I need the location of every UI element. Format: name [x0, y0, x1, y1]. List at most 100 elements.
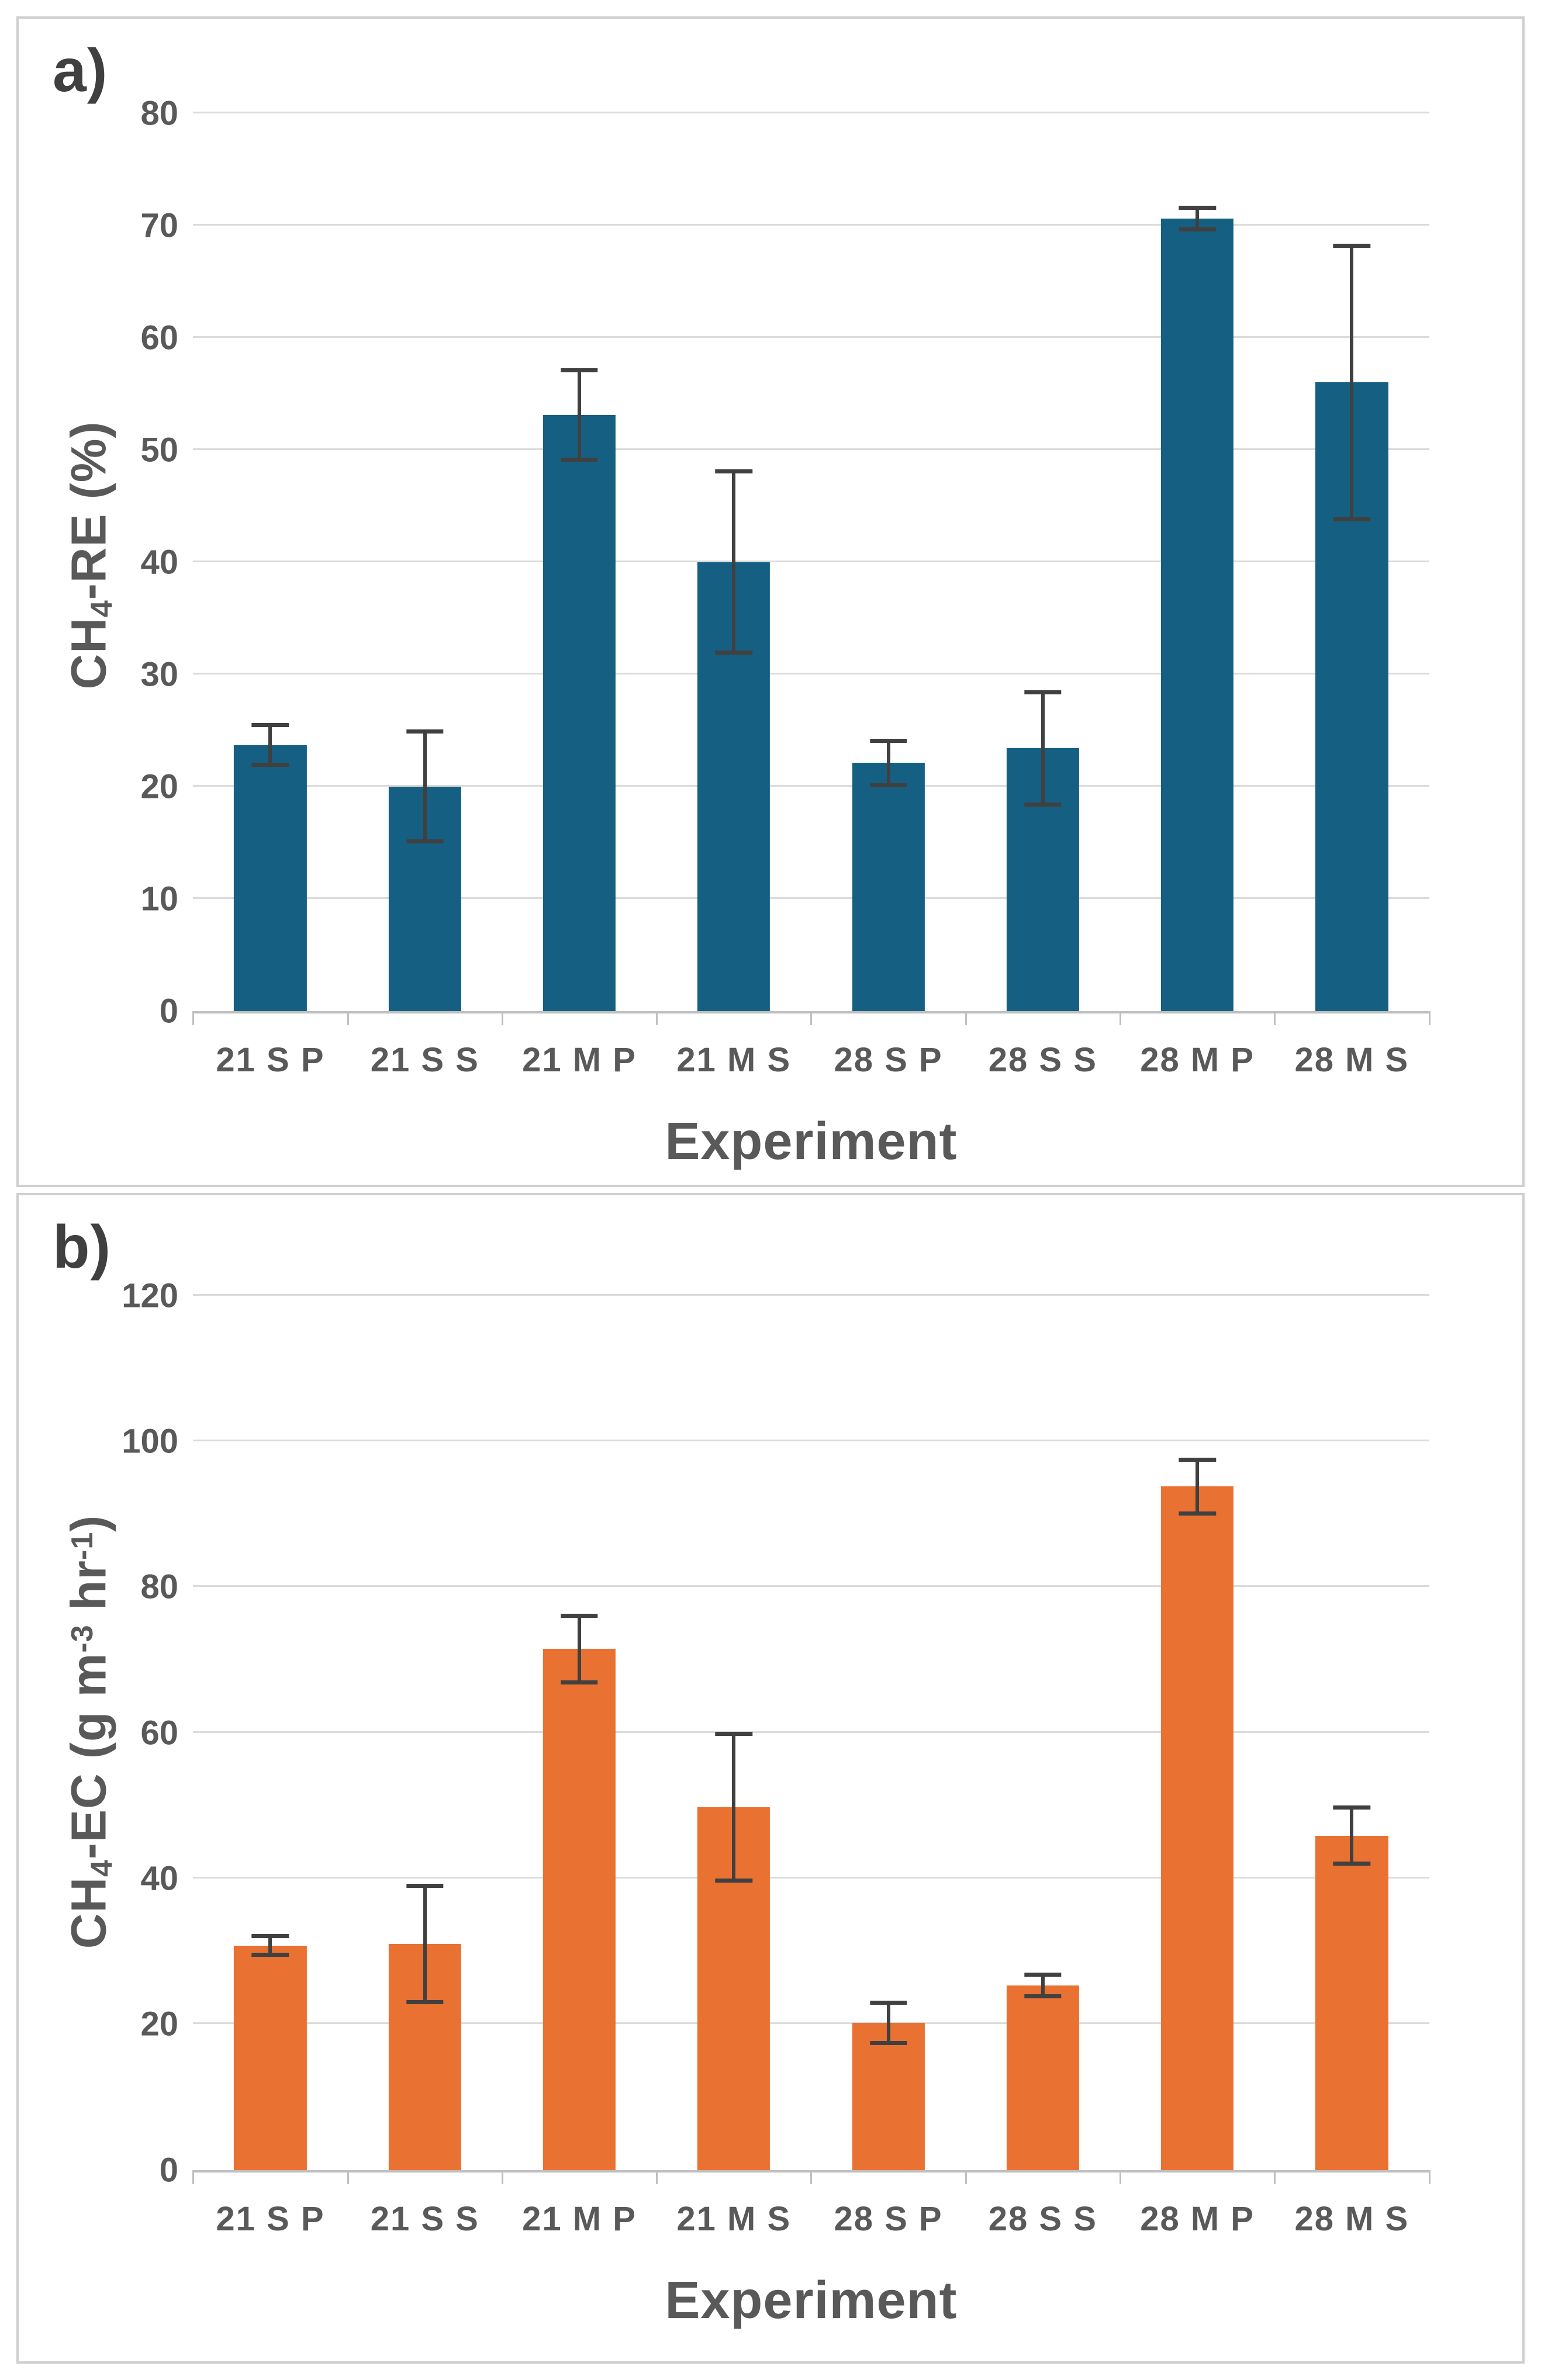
error-bar-21-s-s [423, 734, 427, 839]
category-slot-21-m-p [502, 113, 657, 1011]
x-tick-mark [501, 2170, 503, 2184]
error-bar-21-m-p [578, 1617, 581, 1680]
bar-21-m-p [543, 1649, 616, 2170]
x-category-label-28-s-s: 28 S S [988, 2199, 1097, 2238]
x-category-label-21-m-s: 21 M S [676, 2199, 792, 2238]
panel-b-x-axis-title: Experiment [665, 2271, 958, 2330]
panel-a-plot-area: Experiment 0 10 20 30 40 50 60 70 80 21 S P 21 S S… [140, 94, 1431, 1171]
x-tick-mark [1274, 1011, 1276, 1025]
category-slot-21-s-p [193, 113, 347, 1011]
x-tick-mark [347, 1011, 349, 1025]
y-tick-label-10: 10 [140, 880, 178, 918]
error-bar-28-s-p [886, 2004, 890, 2042]
x-tick-mark [1428, 1011, 1431, 1025]
panel-a: a) CH4-RE (%) Experiment 0 10 20 30 40 50 60 70… [16, 16, 1525, 1187]
category-slot-28-s-p [811, 1296, 965, 2170]
x-tick-mark [810, 2170, 813, 2184]
y-tick-label-80: 80 [140, 94, 178, 133]
error-bar-21-s-s [423, 1888, 427, 2001]
y-tick-label-60: 60 [140, 1714, 178, 1752]
gridline-40 [193, 560, 1429, 562]
bar-21-s-p [234, 745, 307, 1011]
x-tick-mark [1274, 2170, 1276, 2184]
x-category-label-21-s-s: 21 S S [370, 2199, 479, 2238]
bar-21-m-p [543, 415, 616, 1011]
y-tick-label-50: 50 [140, 431, 178, 469]
error-bar-21-m-s [732, 1735, 736, 1879]
x-category-label-21-m-p: 21 M P [522, 1040, 637, 1079]
error-cap-upper-21-m-s [715, 1731, 752, 1736]
x-category-label-28-m-s: 28 M S [1294, 2199, 1409, 2238]
error-cap-upper-28-m-p [1179, 205, 1216, 210]
panel-b: b) CH4-EC (g m-3 hr-1) Experiment 0 20 40 6… [16, 1193, 1525, 2364]
error-cap-lower-28-m-p [1179, 227, 1216, 232]
y-tick-label-40: 40 [140, 543, 178, 582]
error-bar-21-m-p [578, 372, 581, 458]
x-category-label-28-s-p: 28 S P [834, 2199, 943, 2238]
category-slot-28-s-s [966, 1296, 1120, 2170]
error-cap-lower-21-s-s [406, 2000, 444, 2005]
error-cap-lower-21-m-p [561, 458, 598, 462]
error-bar-28-m-s [1350, 248, 1354, 517]
error-cap-lower-21-m-s [715, 1879, 752, 1883]
error-bar-21-s-p [268, 1938, 272, 1953]
x-category-label-28-m-p: 28 M P [1140, 1040, 1255, 1079]
category-slot-21-s-s [348, 113, 502, 1011]
x-tick-mark [192, 2170, 195, 2184]
gridline-120 [193, 1293, 1429, 1296]
bar-21-s-p [234, 1945, 307, 2170]
error-cap-lower-21-s-p [251, 763, 289, 767]
panel-b-plot-area: Experiment 0 20 40 60 80 100 120 21 S P 21 S S 21… [122, 1277, 1431, 2330]
y-tick-label-120: 120 [122, 1277, 178, 1315]
x-tick-mark [347, 2170, 349, 2184]
gridline-60 [193, 335, 1429, 338]
gridline-50 [193, 448, 1429, 450]
category-slot-28-m-s [1274, 113, 1429, 1011]
panel-a-label: a) [53, 37, 108, 105]
panel-b-y-axis-title: CH4-EC (g m-3 hr-1) [61, 1514, 119, 1949]
x-tick-mark [965, 2170, 967, 2184]
x-category-label-21-m-s: 21 M S [676, 1040, 792, 1079]
error-cap-upper-21-s-p [251, 1934, 289, 1939]
gridline-80 [193, 111, 1429, 113]
x-category-label-21-m-p: 21 M P [522, 2199, 637, 2238]
category-slot-28-m-p [1120, 113, 1274, 1011]
error-bar-28-s-p [886, 742, 890, 783]
bar-28-m-p [1160, 219, 1234, 1011]
x-tick-mark [965, 1011, 967, 1025]
x-tick-mark [656, 1011, 658, 1025]
error-cap-lower-28-s-s [1024, 1994, 1062, 1999]
gridline-80 [193, 1585, 1429, 1587]
error-cap-lower-28-s-p [869, 2041, 907, 2046]
error-cap-upper-28-s-s [1024, 690, 1062, 695]
gridline-20 [193, 784, 1429, 787]
error-cap-lower-28-m-s [1333, 1862, 1371, 1866]
panel-b-label: b) [53, 1213, 112, 1281]
y-tick-label-80: 80 [140, 1568, 178, 1606]
x-category-label-28-s-s: 28 S S [988, 1040, 1097, 1079]
y-tick-label-0: 0 [159, 992, 178, 1030]
error-bar-21-s-p [268, 727, 272, 763]
error-cap-upper-21-m-p [561, 1613, 598, 1618]
gridline-70 [193, 223, 1429, 226]
x-category-label-21-s-s: 21 S S [370, 1040, 479, 1079]
error-cap-lower-21-m-s [715, 651, 752, 655]
error-cap-upper-28-s-s [1024, 1973, 1062, 1977]
bar-28-m-p [1160, 1486, 1234, 2170]
gridline-30 [193, 672, 1429, 674]
category-slot-28-s-s [966, 113, 1120, 1011]
x-tick-mark [192, 1011, 195, 1025]
bar-28-s-p [852, 2022, 925, 2170]
gridline-40 [193, 1877, 1429, 1879]
category-slot-21-s-p [193, 1296, 347, 2170]
error-cap-upper-28-s-p [869, 738, 907, 743]
gridline-10 [193, 897, 1429, 899]
error-bar-21-m-s [732, 473, 736, 651]
error-cap-lower-28-s-p [869, 783, 907, 787]
category-slot-21-m-s [657, 113, 811, 1011]
category-slot-21-s-s [348, 1296, 502, 2170]
x-tick-mark [656, 2170, 658, 2184]
y-tick-label-40: 40 [140, 1859, 178, 1898]
bar-28-s-p [852, 763, 925, 1011]
y-tick-label-100: 100 [122, 1422, 178, 1461]
